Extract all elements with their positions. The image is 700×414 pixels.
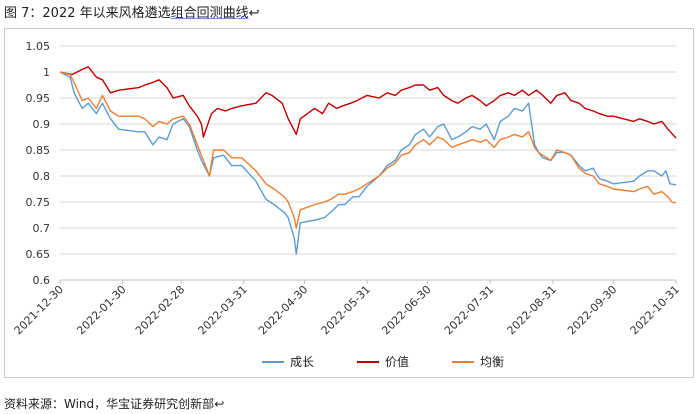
x-tick-label: 2022-03-31 — [196, 283, 250, 337]
x-tick-label: 2021-12-30 — [12, 283, 66, 337]
paragraph-mark: ↩ — [248, 6, 260, 21]
x-tick-label: 2022-04-30 — [256, 283, 310, 337]
source-paragraph-mark: ↩ — [214, 397, 225, 411]
chart-frame — [4, 28, 694, 378]
x-tick-label: 2022-10-31 — [628, 283, 682, 337]
y-tick-label: 1 — [43, 66, 50, 79]
series-line-3 — [59, 71, 677, 229]
y-tick-label: 0.95 — [26, 92, 51, 105]
legend-label-3: 均衡 — [480, 355, 504, 369]
y-tick-label: 0.6 — [33, 274, 51, 287]
y-tick-label: 0.8 — [33, 170, 51, 183]
series-line-2 — [59, 66, 677, 139]
y-tick-label: 0.9 — [33, 118, 51, 131]
x-tick-label: 2022-06-30 — [379, 283, 433, 337]
x-tick-label: 2022-01-30 — [74, 283, 128, 337]
y-tick-label: 0.85 — [26, 144, 51, 157]
legend-label-2: 价值 — [385, 354, 409, 369]
series-line-1 — [59, 71, 677, 255]
x-tick-label: 2022-02-28 — [133, 283, 187, 337]
y-tick-label: 0.65 — [26, 248, 51, 261]
y-tick-label: 0.7 — [33, 222, 51, 235]
legend-label-1: 成长 — [290, 355, 314, 369]
y-tick-label: 1.05 — [26, 40, 51, 53]
figure-title: 图 7：2022 年以来风格遴选组合回测曲线↩ — [4, 2, 260, 21]
x-tick-label: 2022-09-30 — [565, 283, 619, 337]
source-note: 资料来源：Wind，华宝证券研究创新部↩ — [4, 395, 224, 412]
source-prefix: 资料来源：Wind， — [4, 397, 107, 411]
x-tick-label: 2022-07-31 — [442, 283, 496, 337]
figure-title-underlined: 组合回测曲线 — [170, 6, 249, 21]
x-tick-label: 2022-08-31 — [505, 283, 559, 337]
source-underlined: 华宝证券研究创新部 — [106, 397, 215, 411]
y-tick-label: 0.75 — [26, 196, 51, 209]
x-tick-label: 2022-05-31 — [319, 283, 373, 337]
figure-title-prefix: 图 7：2022 年以来风格遴选 — [4, 6, 171, 21]
